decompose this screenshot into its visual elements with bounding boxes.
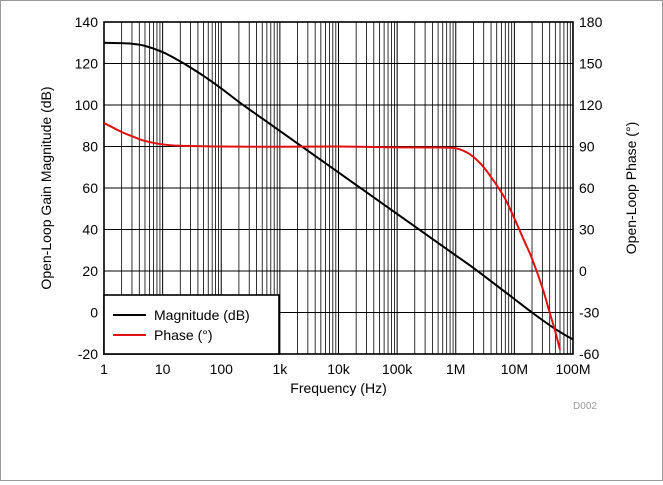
y-tick-label: 0 bbox=[90, 305, 98, 321]
y-tick-label: -20 bbox=[78, 346, 98, 362]
x-tick-label: 100M bbox=[555, 361, 590, 377]
y-tick-label: 60 bbox=[82, 180, 98, 196]
plot-area-border bbox=[103, 21, 574, 355]
x-tick-label: 1 bbox=[100, 361, 108, 377]
x-axis-label: Frequency (Hz) bbox=[290, 380, 386, 396]
y-tick-label: 20 bbox=[82, 263, 98, 279]
y-tick-label: 120 bbox=[75, 56, 99, 72]
legend-label-magnitude: Magnitude (dB) bbox=[154, 307, 250, 323]
y2-tick-label: 0 bbox=[579, 263, 587, 279]
magnitude-series-line bbox=[104, 41, 573, 341]
x-tick-label: 10 bbox=[155, 361, 171, 377]
phase-series-line bbox=[104, 122, 561, 351]
y-tick-label: 40 bbox=[82, 222, 98, 238]
y2-tick-label: 150 bbox=[579, 56, 603, 72]
figure-code: D002 bbox=[573, 401, 597, 412]
x-tick-label: 100k bbox=[382, 361, 413, 377]
x-tick-label: 10k bbox=[327, 361, 351, 377]
y2-axis-label: Open-Loop Phase (°) bbox=[623, 122, 639, 254]
legend-label-phase: Phase (°) bbox=[154, 327, 213, 343]
legend-box bbox=[103, 294, 280, 355]
y-tick-label: 80 bbox=[82, 139, 98, 155]
y2-tick-label: 180 bbox=[579, 14, 603, 30]
y2-tick-label: 30 bbox=[579, 222, 595, 238]
y2-tick-label: 120 bbox=[579, 97, 603, 113]
x-tick-label: 1k bbox=[272, 361, 288, 377]
x-tick-label: 10M bbox=[501, 361, 528, 377]
y2-tick-label: -60 bbox=[579, 346, 599, 362]
legend: Magnitude (dB) Phase (°) bbox=[103, 294, 280, 355]
y2-tick-label: 90 bbox=[579, 139, 595, 155]
x-tick-label: 1M bbox=[446, 361, 465, 377]
y-axis-label: Open-Loop Gain Magnitude (dB) bbox=[38, 86, 54, 289]
y2-tick-label: -30 bbox=[579, 305, 599, 321]
y-tick-label: 140 bbox=[75, 14, 99, 30]
y2-tick-label: 60 bbox=[579, 180, 595, 196]
y-tick-label: 100 bbox=[75, 97, 99, 113]
x-tick-label: 100 bbox=[210, 361, 234, 377]
